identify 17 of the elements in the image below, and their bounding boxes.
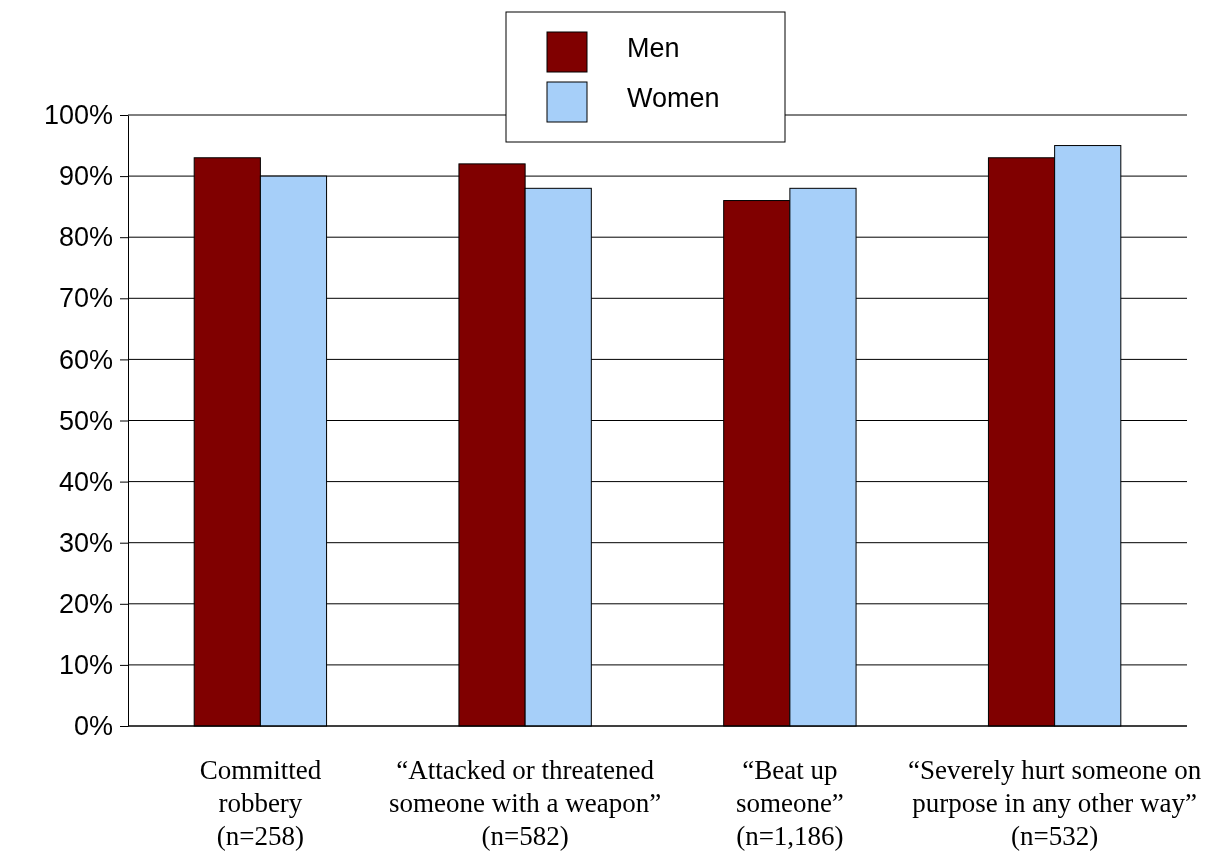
y-tick-label: 40% [58, 466, 113, 497]
y-tick-label: 100% [43, 100, 113, 131]
legend-label: Men [627, 33, 680, 63]
y-tick-label: 60% [58, 344, 113, 375]
y-tick-label: 10% [58, 650, 113, 681]
x-tick-label: “Attacked or threatened someone with a weapon” (n=582) [389, 755, 662, 851]
y-tick-label: 30% [58, 527, 113, 558]
legend-label: Women [627, 83, 720, 113]
y-tick-label: 70% [58, 283, 113, 314]
x-tick-label: Committed robbery (n=258) [199, 755, 322, 851]
y-tick-label: 0% [73, 711, 113, 742]
y-tick-label: 90% [58, 161, 113, 192]
x-tick-label: “Beat up someone” (n=1,186) [735, 755, 844, 851]
y-tick-label: 80% [58, 222, 113, 253]
x-tick-label: “Severely hurt someone on purpose in any other way” (n=532) [908, 755, 1202, 851]
y-tick-label: 20% [58, 588, 113, 619]
y-tick-label: 50% [58, 405, 113, 436]
